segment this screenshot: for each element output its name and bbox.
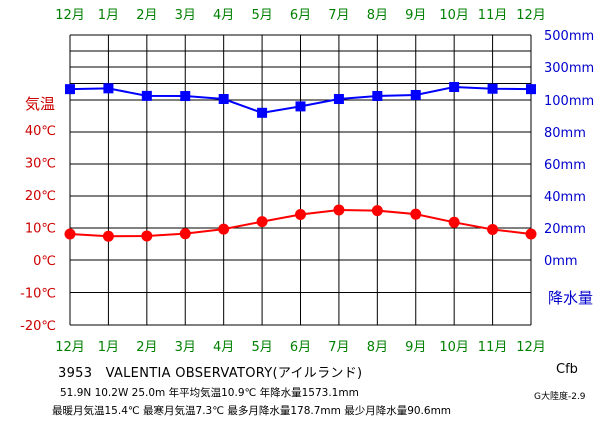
temperature-point [333,204,345,216]
continentality-index: G大陸度-2.9 [534,392,586,402]
month-label-bottom: 11月 [478,340,508,355]
temperature-point [371,205,383,217]
precipitation-point [526,84,536,95]
temperature-tick-label: 40℃ [25,124,56,139]
month-label-bottom: 8月 [367,340,388,355]
precipitation-point [487,83,498,94]
precipitation-point [372,90,383,101]
precipitation-point [449,82,460,93]
temperature-point [218,223,230,235]
temperature-axis-title: 気温 [25,95,55,113]
month-label-top: 12月 [55,8,85,23]
precipitation-point [218,94,229,105]
temperature-point [141,230,153,242]
precipitation-tick-label: 0mm [544,254,578,269]
month-label-top: 12月 [516,8,546,23]
temperature-point [525,228,537,240]
precipitation-point [410,89,421,100]
temperature-point [295,209,306,220]
month-label-top: 8月 [367,8,388,23]
precipitation-point [65,84,75,95]
precipitation-point [257,107,268,118]
precipitation-tick-label: 20mm [544,222,586,237]
station-detail-line-2: 最暖月気温15.4℃ 最寒月気温7.3℃ 最多月降水量178.7mm 最少月降水… [52,405,452,417]
month-label-bottom: 1月 [98,340,119,355]
month-label-bottom: 4月 [213,340,234,355]
temperature-point [410,208,422,220]
month-label-top: 11月 [478,8,508,23]
precipitation-tick-label: 80mm [544,126,586,141]
temperature-tick-label: -10℃ [20,287,56,302]
temperature-tick-label: 0℃ [33,254,56,269]
precipitation-tick-label: 300mm [544,61,594,76]
month-label-top: 9月 [405,8,426,23]
temperature-point [487,223,499,235]
month-label-top: 4月 [213,8,234,23]
month-label-top: 1月 [98,8,119,23]
month-label-bottom: 2月 [136,340,157,355]
month-label-bottom: 6月 [290,340,311,355]
koppen-climate-code: Cfb [556,362,578,377]
month-label-top: 10月 [439,8,469,23]
temperature-tick-label: 10℃ [25,222,56,237]
precipitation-point [295,101,306,112]
precipitation-point [141,90,152,101]
temperature-point [179,228,191,240]
month-label-top: 2月 [136,8,157,23]
month-label-bottom: 5月 [251,340,272,355]
station-title: 3953 VALENTIA OBSERVATORY(アイルランド) [58,366,363,381]
month-label-top: 6月 [290,8,311,23]
temperature-tick-label: 20℃ [25,189,56,204]
temperature-point [102,230,114,242]
precipitation-point [180,91,191,102]
temperature-tick-label: -20℃ [20,319,56,334]
precipitation-tick-label: 60mm [544,158,586,173]
temperature-point [256,216,268,228]
month-label-bottom: 10月 [439,340,469,355]
month-label-top: 7月 [328,8,349,23]
precipitation-tick-label: 40mm [544,190,586,205]
precipitation-tick-label: 500mm [544,29,594,44]
precipitation-tick-label: 100mm [544,94,594,109]
month-label-top: 3月 [175,8,196,23]
month-label-bottom: 12月 [516,340,546,355]
month-label-bottom: 9月 [405,340,426,355]
month-label-top: 5月 [251,8,272,23]
temperature-tick-label: 30℃ [25,157,56,172]
precipitation-axis-title: 降水量 [548,289,593,307]
month-label-bottom: 3月 [175,340,196,355]
temperature-point [448,216,460,228]
station-detail-line-1: 51.9N 10.2W 25.0m 年平均気温10.9℃ 年降水量1573.1m… [60,387,359,399]
temperature-point [64,228,76,240]
precipitation-point [333,94,344,105]
month-label-bottom: 7月 [328,340,349,355]
climate-chart-svg: 12月 12月 1月 1月 2月 2月 3月 3月 4月 4月 5月 5月 6月 6月 7月 7月 8月 8月 9月… [20,8,594,355]
precipitation-point [103,83,114,94]
month-label-bottom: 12月 [55,340,85,355]
